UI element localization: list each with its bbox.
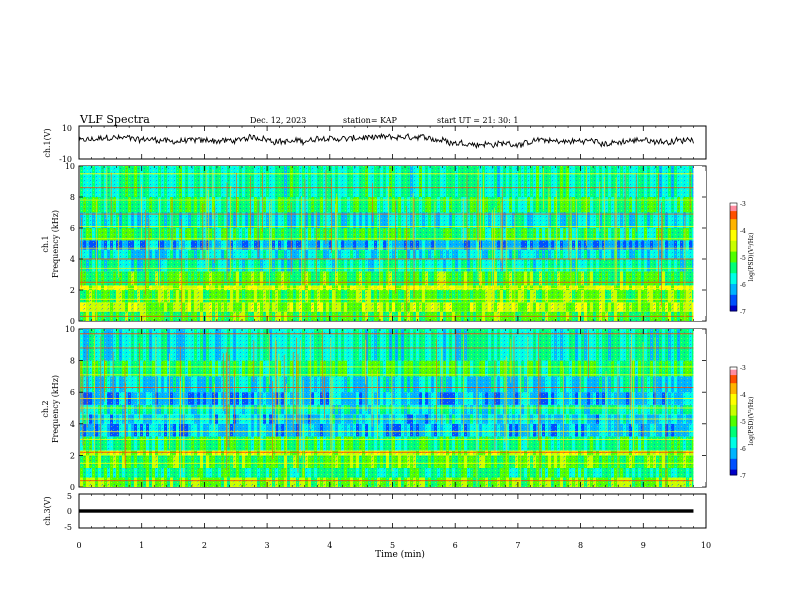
spectrogram-speckle [80, 166, 694, 321]
frequency-tick-label: 6 [70, 224, 75, 233]
frequency-tick-label: 8 [70, 193, 75, 202]
ch1-waveform-trace [78, 132, 694, 150]
ch1-spectrogram-panel: ch.1 Frequency (kHz) 0 2 4 6 8 10 [41, 162, 707, 326]
ch1-spectrogram-ylabel-unit: Frequency (kHz) [51, 210, 60, 278]
ch1-waveform-panel: ch.1(V) 10 -10 [43, 124, 707, 164]
frequency-tick-label: 4 [70, 255, 75, 264]
station-label: station= KAP [343, 116, 398, 125]
ch1-spectrogram-ylabel-channel: ch.1 [41, 235, 50, 252]
ch2-spectrogram-image [80, 329, 706, 487]
figure-title: VLF Spectra [79, 113, 150, 126]
ch1-waveform-frame [78, 125, 707, 160]
date-label: Dec. 12, 2023 [250, 116, 306, 125]
ch1-waveform-ylabel: ch.1(V) [43, 128, 52, 157]
start-time-label: start UT = 21: 30: 1 [437, 116, 518, 125]
ch1-waveform-ytick-bottom: -10 [59, 155, 72, 164]
spectrogram-empty-tail [693, 166, 706, 321]
frequency-tick-label: 2 [70, 286, 75, 295]
frequency-tick-label: 0 [70, 317, 75, 326]
frequency-tick-label: 10 [65, 162, 75, 171]
ch1-waveform-ytick-top: 10 [62, 124, 72, 133]
ch1-spectrogram-image [80, 166, 706, 321]
ch1-spectrogram-yticks: 0 2 4 6 8 10 [65, 162, 706, 326]
